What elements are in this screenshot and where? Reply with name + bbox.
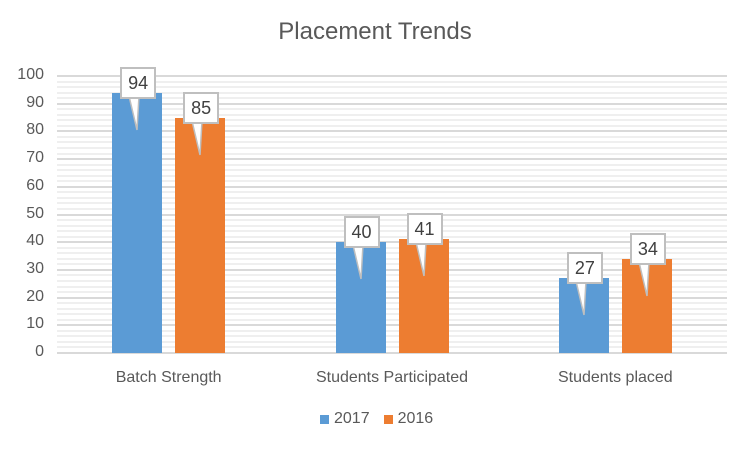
legend-swatch-icon xyxy=(320,414,329,424)
minor-gridline xyxy=(57,257,727,260)
major-gridline xyxy=(57,185,727,188)
minor-gridline xyxy=(57,346,727,349)
y-tick-label: 30 xyxy=(26,259,44,277)
data-label-callout: 34 xyxy=(629,232,666,265)
minor-gridline xyxy=(57,329,727,332)
legend-swatch-icon xyxy=(383,414,393,424)
y-tick-label: 20 xyxy=(26,287,44,305)
y-tick-label: 80 xyxy=(26,121,44,139)
minor-gridline xyxy=(57,163,727,166)
callout-pointer-icon xyxy=(128,93,140,130)
bar-2017 xyxy=(112,92,163,353)
minor-gridline xyxy=(57,285,727,288)
minor-gridline xyxy=(57,313,727,316)
minor-gridline xyxy=(57,307,727,310)
callout-pointer-icon xyxy=(414,240,427,277)
minor-gridline xyxy=(57,335,727,338)
y-tick-label: 90 xyxy=(26,93,44,111)
minor-gridline xyxy=(57,135,727,138)
minor-gridline xyxy=(57,230,727,233)
callout-pointer-icon xyxy=(191,118,203,155)
minor-gridline xyxy=(57,219,727,222)
y-tick-label: 60 xyxy=(26,176,44,194)
minor-gridline xyxy=(57,207,727,210)
minor-gridline xyxy=(57,141,727,144)
y-tick-label: 0 xyxy=(35,343,44,360)
minor-gridline xyxy=(57,152,727,155)
major-gridline xyxy=(57,213,727,216)
legend-label: 2017 xyxy=(334,410,370,427)
x-category-label: Batch Strength xyxy=(115,369,222,386)
y-tick-label: 10 xyxy=(26,315,44,333)
minor-gridline xyxy=(57,202,727,205)
legend-label: 2016 xyxy=(397,410,434,427)
major-gridline xyxy=(57,296,727,299)
minor-gridline xyxy=(57,302,727,305)
minor-gridline xyxy=(57,86,727,89)
minor-gridline xyxy=(57,318,727,321)
minor-gridline xyxy=(57,340,727,343)
minor-gridline xyxy=(57,113,727,116)
data-label-callout: 85 xyxy=(183,91,220,124)
data-label-callout: 27 xyxy=(566,252,603,285)
major-gridline xyxy=(57,241,727,244)
major-gridline xyxy=(57,158,727,161)
x-category-label: Students placed xyxy=(557,369,673,386)
minor-gridline xyxy=(57,91,727,94)
minor-gridline xyxy=(57,191,727,194)
callout-pointer-icon xyxy=(574,279,587,316)
major-gridline xyxy=(57,102,727,105)
major-gridline xyxy=(57,268,727,271)
minor-gridline xyxy=(57,147,727,150)
plot-area: 94 85 40 41 27 34 xyxy=(57,66,727,354)
minor-gridline xyxy=(57,108,727,111)
legend-item-2016: 2016 xyxy=(383,410,434,428)
minor-gridline xyxy=(57,174,727,177)
legend-item-2017: 2017 xyxy=(320,410,370,428)
minor-gridline xyxy=(57,119,727,122)
major-gridline xyxy=(57,352,727,354)
minor-gridline xyxy=(57,263,727,266)
major-gridline xyxy=(57,75,727,77)
y-tick-label: 70 xyxy=(26,149,44,167)
bar-2016 xyxy=(175,117,226,353)
major-gridline xyxy=(57,324,727,327)
x-category-label: Students Participated xyxy=(315,369,469,386)
y-tick-label: 100 xyxy=(17,66,44,83)
data-label-callout: 94 xyxy=(120,66,157,99)
minor-gridline xyxy=(57,180,727,183)
legend: 2017 2016 xyxy=(320,410,447,428)
callout-pointer-icon xyxy=(637,259,650,296)
minor-gridline xyxy=(57,246,727,249)
chart-title: Placement Trends xyxy=(278,18,472,45)
y-tick-label: 50 xyxy=(26,204,44,222)
minor-gridline xyxy=(57,274,727,277)
major-gridline xyxy=(57,130,727,133)
minor-gridline xyxy=(57,124,727,127)
minor-gridline xyxy=(57,196,727,199)
minor-gridline xyxy=(57,224,727,227)
minor-gridline xyxy=(57,169,727,172)
minor-gridline xyxy=(57,291,727,294)
y-tick-label: 40 xyxy=(26,232,44,250)
minor-gridline xyxy=(57,235,727,238)
data-label-callout: 40 xyxy=(343,216,380,249)
minor-gridline xyxy=(57,252,727,255)
callout-pointer-icon xyxy=(351,243,364,280)
minor-gridline xyxy=(57,279,727,282)
minor-gridline xyxy=(57,97,727,100)
minor-gridline xyxy=(57,80,727,83)
data-label-callout: 41 xyxy=(406,213,443,246)
